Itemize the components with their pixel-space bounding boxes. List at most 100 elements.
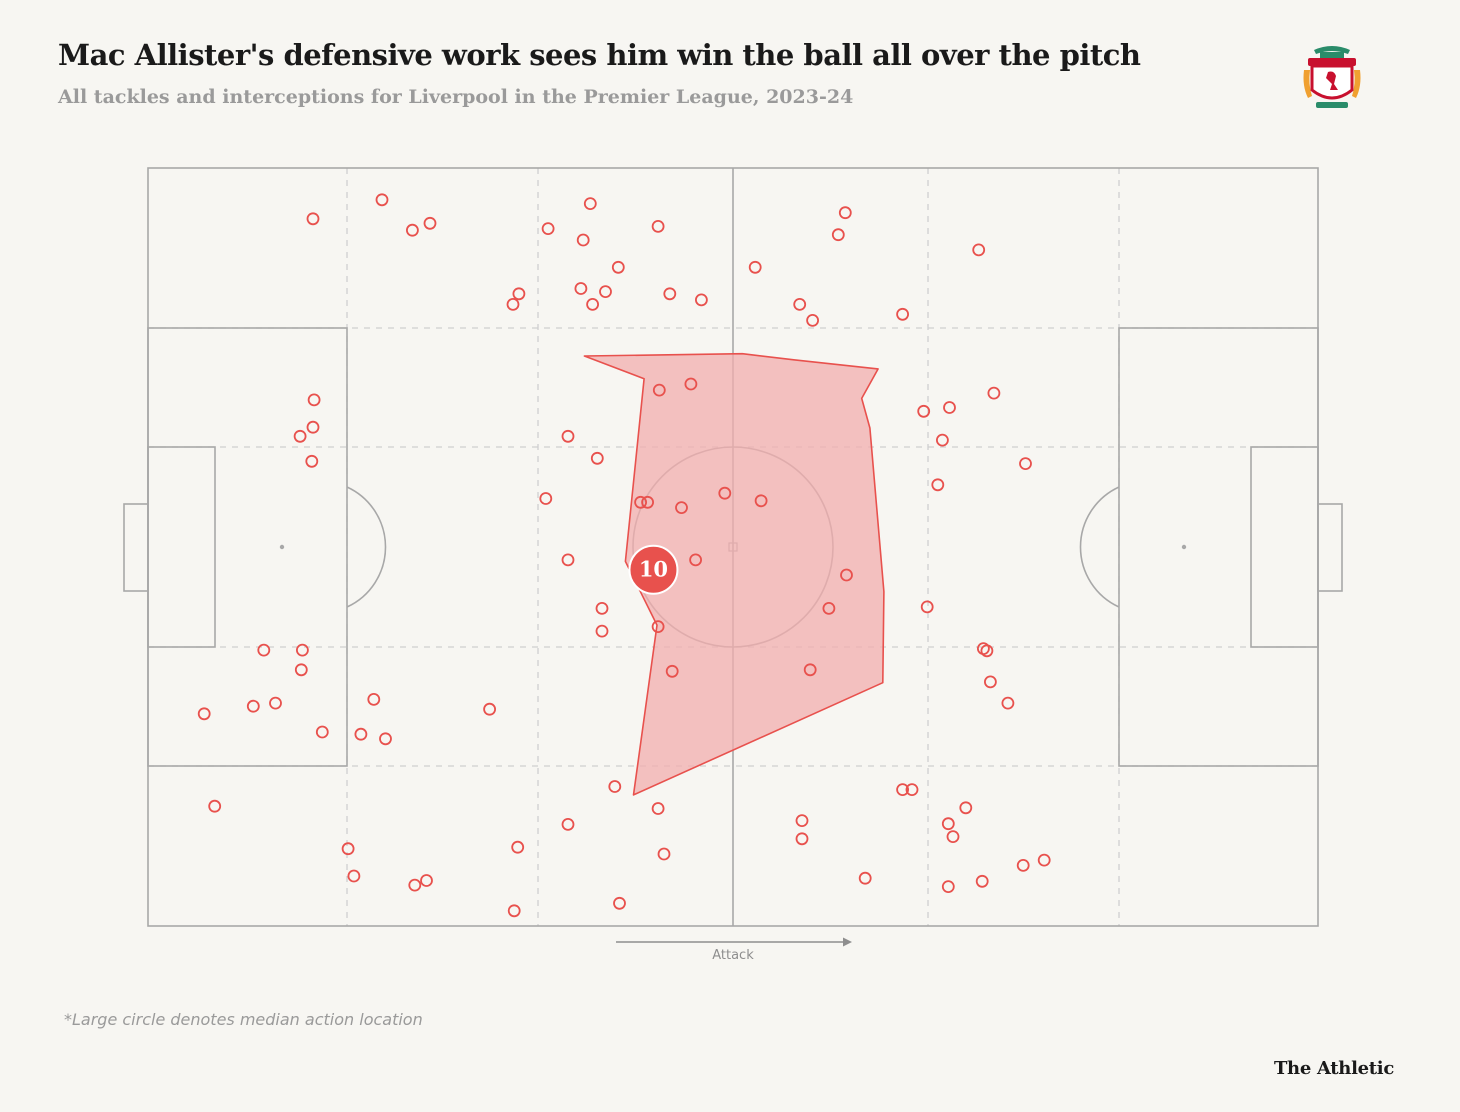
action-point bbox=[583, 197, 597, 211]
action-point bbox=[367, 693, 381, 706]
action-point bbox=[946, 830, 960, 843]
action-point bbox=[651, 802, 665, 815]
action-point bbox=[208, 799, 222, 813]
liverpool-crest-logo bbox=[1303, 46, 1361, 108]
action-point bbox=[980, 644, 994, 658]
action-point bbox=[405, 223, 419, 237]
action-point bbox=[652, 383, 666, 397]
action-point bbox=[1001, 696, 1015, 710]
action-point bbox=[561, 553, 575, 567]
action-point bbox=[599, 285, 612, 299]
action-point bbox=[822, 602, 836, 615]
action-point bbox=[941, 817, 955, 831]
action-point bbox=[269, 696, 282, 710]
action-point bbox=[972, 243, 986, 257]
action-point bbox=[831, 228, 845, 242]
action-point bbox=[641, 495, 654, 509]
action-point bbox=[795, 832, 809, 846]
median-circle bbox=[628, 544, 679, 595]
action-point bbox=[840, 568, 853, 582]
action-point bbox=[905, 783, 919, 796]
attack-direction: Attack bbox=[616, 937, 852, 963]
action-point bbox=[574, 282, 588, 295]
action-point bbox=[295, 643, 309, 657]
action-point bbox=[1037, 853, 1051, 867]
action-point bbox=[354, 727, 368, 741]
action-point bbox=[689, 553, 702, 567]
action-point bbox=[941, 880, 955, 893]
action-point bbox=[1016, 859, 1030, 872]
penalty-spot-left bbox=[279, 544, 285, 550]
six-yard-box-left bbox=[147, 446, 216, 648]
action-point bbox=[665, 664, 679, 678]
chart-subtitle: All tackles and interceptions for Liverp… bbox=[58, 86, 854, 108]
action-point bbox=[539, 492, 553, 505]
action-point bbox=[959, 801, 973, 815]
action-point bbox=[293, 429, 307, 443]
action-point bbox=[613, 896, 626, 910]
action-point bbox=[611, 260, 625, 274]
action-point bbox=[806, 313, 819, 327]
action-point bbox=[651, 219, 665, 233]
action-point bbox=[675, 501, 688, 515]
action-point bbox=[795, 814, 809, 827]
action-point bbox=[341, 842, 355, 856]
action-point bbox=[541, 222, 555, 236]
action-point bbox=[197, 707, 211, 721]
action-point bbox=[246, 699, 260, 713]
action-point bbox=[838, 206, 852, 220]
action-point bbox=[987, 386, 1001, 400]
attack-arrow-head bbox=[843, 937, 852, 947]
attack-label: Attack bbox=[712, 948, 754, 963]
action-point bbox=[803, 663, 817, 677]
action-point bbox=[943, 401, 956, 414]
action-point bbox=[420, 874, 433, 887]
action-point bbox=[663, 287, 677, 301]
action-point bbox=[896, 783, 909, 796]
median-marker: 10 bbox=[628, 544, 679, 595]
action-point bbox=[936, 433, 949, 447]
action-point bbox=[748, 260, 762, 274]
action-point bbox=[608, 780, 622, 793]
action-point bbox=[511, 840, 525, 854]
action-point bbox=[483, 702, 497, 716]
action-point bbox=[595, 602, 609, 615]
action-point bbox=[858, 871, 872, 885]
action-point bbox=[307, 393, 321, 407]
goal-left bbox=[123, 503, 149, 592]
action-point bbox=[920, 600, 934, 614]
action-point bbox=[576, 233, 590, 247]
action-point bbox=[684, 377, 698, 391]
action-point bbox=[718, 486, 732, 500]
action-point bbox=[379, 732, 392, 746]
penalty-spot-right bbox=[1181, 544, 1187, 550]
penalty-arc-left bbox=[346, 486, 387, 608]
action-point bbox=[294, 663, 308, 677]
action-point bbox=[931, 478, 945, 492]
action-point bbox=[634, 495, 647, 509]
footnote: *Large circle denotes median action loca… bbox=[64, 1010, 423, 1029]
action-point bbox=[423, 216, 437, 230]
action-point bbox=[917, 404, 931, 418]
action-point bbox=[561, 818, 575, 831]
action-point bbox=[896, 307, 909, 321]
action-point bbox=[793, 297, 807, 311]
action-point bbox=[695, 293, 708, 307]
action-point bbox=[595, 624, 609, 638]
median-label: 10 bbox=[639, 557, 668, 582]
chart-title: Mac Allister's defensive work sees him w… bbox=[58, 38, 1141, 72]
action-point bbox=[657, 847, 671, 861]
action-point bbox=[507, 904, 521, 918]
action-points bbox=[197, 193, 1051, 918]
action-point bbox=[512, 287, 526, 301]
action-point bbox=[257, 643, 271, 657]
action-point bbox=[586, 297, 599, 311]
action-point bbox=[306, 212, 320, 226]
action-point bbox=[590, 451, 604, 465]
action-point bbox=[347, 869, 361, 883]
action-point bbox=[305, 454, 319, 468]
action-point bbox=[561, 429, 575, 443]
action-point bbox=[315, 725, 329, 739]
action-hull bbox=[583, 352, 885, 796]
action-point bbox=[506, 297, 520, 311]
